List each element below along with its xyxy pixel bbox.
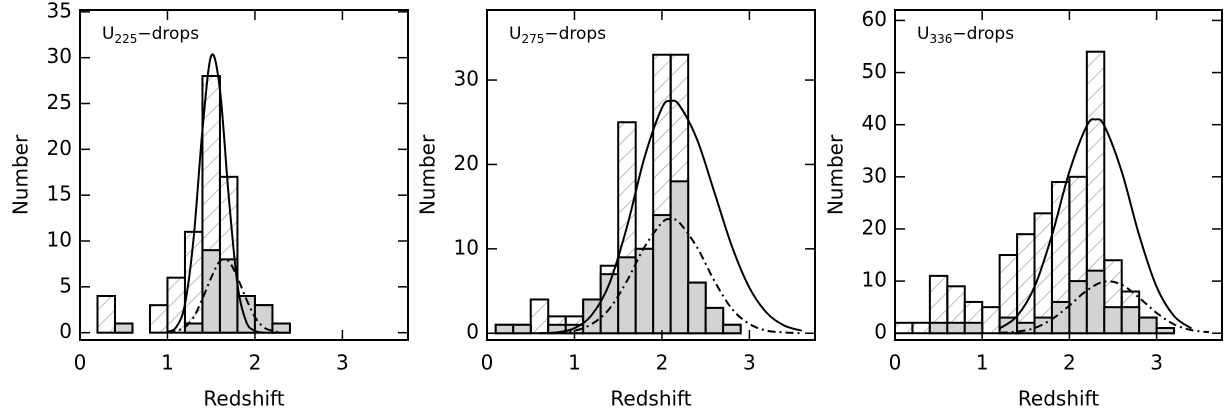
histogram-bar	[113, 322, 134, 334]
histogram-bar	[166, 276, 186, 334]
histogram-bar	[911, 321, 931, 335]
y-tick-label: 25	[47, 90, 72, 114]
x-tick-label: 3	[743, 351, 756, 375]
fit-curve	[539, 218, 802, 335]
histogram-bar	[928, 321, 949, 335]
histogram-bar	[617, 256, 637, 335]
y-tick-label: 30	[862, 163, 887, 187]
fit-curve	[539, 99, 803, 335]
label-main: U	[917, 24, 929, 44]
histogram-bar	[704, 306, 725, 335]
label-rest: −drops	[137, 24, 199, 44]
label-sub: 225	[114, 32, 137, 46]
label-sub: 336	[929, 32, 952, 46]
x-tick-label: 3	[1150, 351, 1163, 375]
histogram-bar	[1103, 306, 1123, 335]
histogram-bar	[494, 323, 515, 335]
y-tick-label: 15	[47, 182, 72, 206]
histogram-bar	[1120, 306, 1141, 335]
panel: 0 10 20 30 0 1 2 3 Redshift Number U275−drops	[416, 9, 816, 411]
histogram-bar	[96, 295, 116, 334]
panel: 0 10 20 30 40 50 60 0 1 2 3 Redshift Number U336−drop…	[824, 7, 1223, 411]
histogram-bar	[1033, 212, 1053, 335]
histogram-bar	[963, 321, 984, 335]
histogram-bar	[1068, 280, 1088, 335]
histogram-bar	[652, 214, 672, 335]
y-axis-label: Number	[824, 134, 848, 215]
y-tick-label: 20	[862, 215, 887, 239]
y-tick-label: 20	[47, 136, 72, 160]
histogram-bar	[634, 247, 655, 335]
y-tick-label: 0	[59, 319, 72, 343]
y-tick-label: 20	[454, 151, 479, 175]
histogram-bar	[1155, 327, 1176, 335]
x-tick-label: 2	[1063, 351, 1076, 375]
label-main: U	[102, 24, 114, 44]
y-axis-label: Number	[9, 134, 33, 215]
label-sub: 275	[521, 32, 544, 46]
x-tick-label: 0	[74, 351, 87, 375]
panel-label: U275−drops	[509, 24, 606, 46]
histogram-bar	[894, 321, 914, 335]
x-axis-label: Redshift	[1018, 387, 1099, 411]
x-tick-label: 2	[656, 351, 669, 375]
x-tick-label: 3	[336, 351, 349, 375]
histogram-bar	[253, 304, 274, 334]
histogram-bar	[722, 323, 742, 335]
plot-frame	[894, 9, 1223, 341]
histogram-bar	[981, 306, 1001, 335]
y-tick-label: 0	[466, 320, 479, 344]
x-tick-label: 1	[568, 351, 581, 375]
histogram-bar	[946, 321, 966, 335]
panel-label: U225−drops	[102, 24, 199, 46]
y-tick-label: 10	[454, 235, 479, 259]
histogram-bar	[529, 298, 550, 335]
y-tick-label: 0	[874, 320, 887, 344]
y-axis-label: Number	[416, 134, 440, 215]
histogram-bar	[1016, 233, 1036, 335]
y-tick-label: 30	[47, 44, 72, 68]
x-tick-label: 1	[976, 351, 989, 375]
y-tick-label: 10	[862, 268, 887, 292]
y-tick-label: 5	[59, 273, 72, 297]
panel: 0 5 10 15 20 25 30 35 0 1 2 3 Redshift Number U225−dro…	[9, 0, 409, 411]
fit-curve	[999, 280, 1210, 334]
plot-frame	[79, 9, 409, 341]
y-tick-label: 40	[862, 111, 887, 135]
panel-label: U336−drops	[917, 24, 1014, 46]
histogram-bar	[1138, 316, 1158, 335]
fit-curve	[167, 258, 282, 334]
fit-curve	[999, 118, 1193, 330]
histogram-bar	[1033, 316, 1053, 335]
label-rest: −drops	[544, 24, 606, 44]
x-tick-label: 0	[889, 351, 902, 375]
histogram-bar	[687, 281, 707, 335]
histogram-bar	[669, 180, 690, 335]
histogram-bar	[1085, 269, 1106, 335]
x-axis-label: Redshift	[203, 387, 284, 411]
histogram-bar	[271, 322, 291, 334]
label-main: U	[509, 24, 521, 44]
x-tick-label: 2	[249, 351, 262, 375]
x-tick-label: 0	[481, 351, 494, 375]
fit-curve	[167, 53, 264, 334]
y-tick-label: 30	[454, 67, 479, 91]
plot-frame	[486, 9, 816, 341]
histogram-bar	[148, 304, 169, 334]
y-tick-label: 10	[47, 228, 72, 252]
label-rest: −drops	[952, 24, 1014, 44]
histogram-bar	[512, 323, 532, 335]
x-axis-label: Redshift	[610, 387, 691, 411]
y-tick-label: 60	[862, 7, 887, 31]
y-tick-label: 35	[47, 0, 72, 22]
y-tick-label: 50	[862, 59, 887, 83]
x-tick-label: 1	[161, 351, 174, 375]
